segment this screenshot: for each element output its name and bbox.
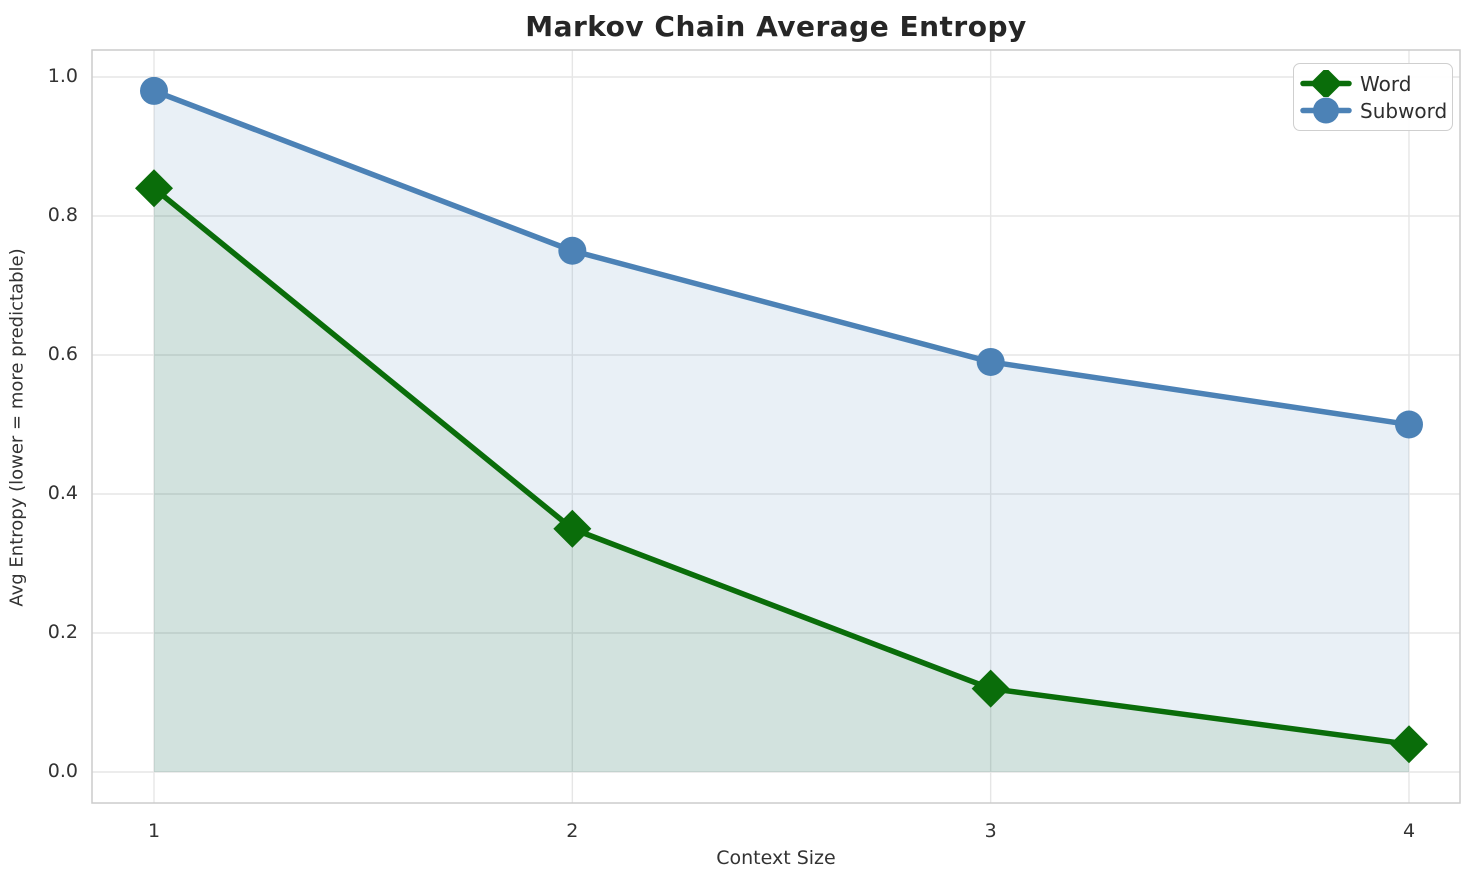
x-tick-label: 4 (1402, 820, 1416, 842)
word-marker (971, 669, 1010, 708)
y-axis-label: Avg Entropy (lower = more predictable) (6, 248, 28, 607)
legend-label-word: Word (1360, 71, 1412, 96)
subword-marker (1394, 410, 1423, 439)
y-tick-label: 0.4 (47, 482, 78, 504)
axes-spine (91, 49, 1461, 804)
subword-circle-icon (1300, 97, 1352, 124)
subword-area-fill (154, 90, 1409, 772)
legend-label-subword: Subword (1360, 98, 1448, 123)
legend-item-subword: Subword (1300, 97, 1447, 124)
legend-item-word: Word (1300, 70, 1442, 97)
word-marker (135, 169, 173, 208)
word-line (151, 185, 1412, 747)
subword-marker (976, 347, 1005, 376)
y-tick-label: 0.2 (47, 621, 78, 643)
x-tick-label: 3 (984, 820, 997, 842)
chart-title: Markov Chain Average Entropy (525, 10, 1027, 43)
x-tick-label: 1 (147, 820, 161, 842)
y-tick-label: 0.0 (47, 760, 78, 782)
x-axis-label: Context Size (716, 847, 836, 869)
subword-marker (558, 236, 587, 265)
x-tick-label: 2 (566, 820, 579, 842)
word-marker (553, 509, 592, 548)
legend: Word Subword (1293, 63, 1453, 131)
y-tick-label: 0.6 (47, 343, 78, 365)
y-tick-label: 1.0 (47, 65, 78, 87)
subword-marker (140, 76, 168, 105)
subword-line (151, 88, 1412, 428)
word-marker (1389, 725, 1428, 764)
word-diamond-icon (1300, 70, 1352, 97)
y-tick-label: 0.8 (47, 204, 78, 226)
word-area-fill (154, 188, 1409, 772)
